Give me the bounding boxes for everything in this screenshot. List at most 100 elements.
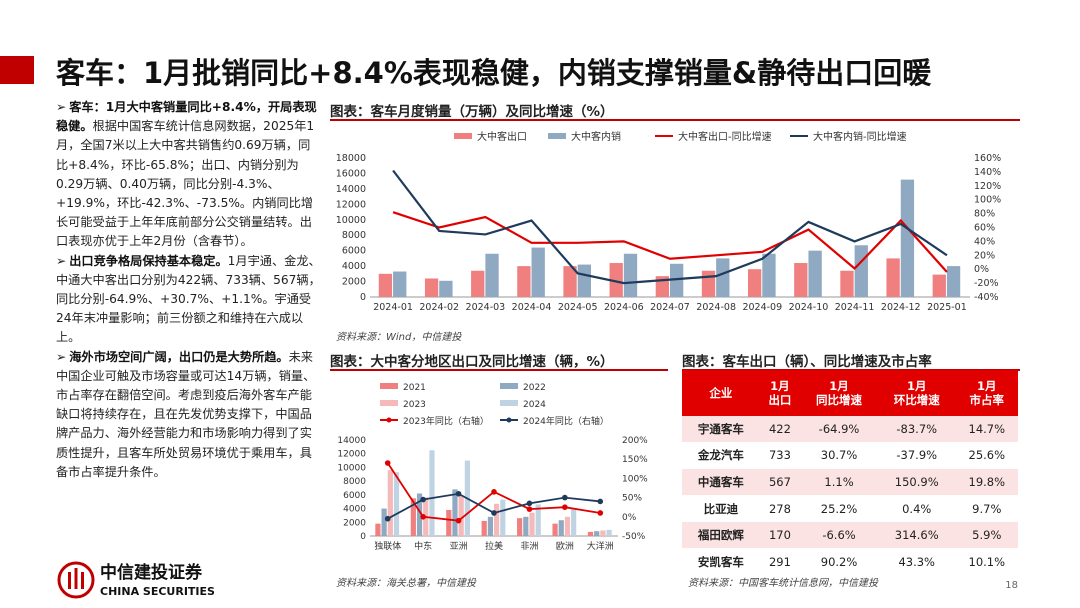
table-company-cell: 宇通客车 [682, 416, 760, 443]
y-right-tick: -20% [974, 278, 999, 289]
bar [594, 531, 600, 536]
bar [393, 472, 400, 536]
legend-label: 大中客出口 [477, 130, 527, 143]
bar [458, 495, 464, 536]
legend-marker [506, 417, 512, 423]
legend-label: 大中客内销-同比增速 [813, 130, 907, 143]
line-point [455, 490, 462, 497]
bullet-2-text: 1月宇通、金龙、中通大中客出口分别为422辆、733辆、567辆，同比分别-64… [56, 253, 321, 345]
y-left-tick: 0 [360, 532, 366, 542]
y-left-tick: 14000 [336, 184, 366, 195]
bar [529, 512, 535, 536]
y-right-tick: 140% [974, 167, 1001, 178]
bullet-2: ➢ 出口竞争格局保持基本稳定。1月宇通、金龙、中通大中客出口分别为422辆、733… [56, 252, 322, 348]
x-tick: 2024-02 [419, 302, 459, 313]
bar [485, 253, 499, 297]
table-header-cell: 1月 出口 [759, 370, 801, 416]
bar [609, 263, 623, 297]
chart2-source: 资料来源：海关总署，中信建投 [336, 578, 476, 589]
bar [606, 529, 612, 536]
x-tick: 2024-10 [789, 302, 829, 313]
table-row: 金龙汽车 733 30.7% -37.9% 25.6% [682, 442, 1018, 470]
y-right-tick: 160% [974, 153, 1001, 164]
legend-swatch [380, 400, 398, 406]
x-tick: 中东 [414, 540, 432, 552]
bullet-list: ➢ 客车：1月大中客销量同比+8.4%，开局表现稳健。根据中国客车统计信息网数据，… [56, 98, 322, 482]
table-company-cell: 比亚迪 [682, 495, 760, 523]
table-value-cell: -6.6% [800, 521, 878, 549]
bullet-3-heading: 海外市场空间广阔，出口仍是大势所趋。 [69, 349, 289, 364]
bullet-arrow-icon: ➢ [56, 100, 67, 114]
bar [600, 530, 606, 536]
bullet-1-text: 根据中国客车统计信息网数据，2025年1月，全国7米以上大中客共销售约0.69万… [56, 119, 315, 249]
table-value-cell: 567 [759, 468, 801, 496]
legend-swatch [500, 383, 518, 389]
y-left-tick: 2000 [343, 518, 366, 528]
table-value-cell: -83.7% [877, 416, 956, 443]
legend-marker [386, 417, 392, 423]
table-value-cell: 43.3% [877, 548, 956, 576]
bullet-1: ➢ 客车：1月大中客销量同比+8.4%，开局表现稳健。根据中国客车统计信息网数据，… [56, 98, 322, 252]
table-source: 资料来源：中国客车统计信息网，中信建投 [688, 578, 878, 589]
line-point [384, 460, 391, 466]
y-right-tick: 120% [974, 181, 1001, 192]
y-right-tick: -40% [974, 292, 999, 303]
table-row: 宇通客车 422 -64.9% -83.7% 14.7% [682, 416, 1018, 443]
bar [517, 518, 523, 536]
y-right-tick: 0% [974, 264, 989, 275]
bullet-1-heading: 客车：1月大中客销量同比+8.4%，开局表现稳健。 [56, 100, 317, 134]
company-logo: 中信建投证券 CHINA SECURITIES [57, 561, 215, 599]
chart1-source: 资料来源：Wind，中信建投 [336, 332, 462, 343]
y-right-tick: 50% [622, 494, 642, 504]
logo-cn-text: 中信建投证券 [100, 562, 203, 583]
legend-swatch [380, 383, 398, 389]
table-value-cell: 10.1% [955, 548, 1018, 576]
line-point [420, 496, 426, 503]
bar [446, 509, 452, 536]
legend-label: 2022 [523, 383, 546, 393]
y-left-tick: 6000 [343, 491, 366, 501]
y-left-tick: 16000 [336, 168, 366, 179]
y-right-tick: 0% [622, 513, 637, 523]
bar [535, 504, 541, 536]
table-value-cell: 422 [759, 416, 801, 443]
table-value-cell: 150.9% [877, 468, 956, 496]
series-line [392, 169, 948, 285]
table-header-cell: 1月 市占率 [955, 370, 1018, 416]
y-left-tick: 0 [360, 292, 366, 303]
bar [840, 270, 854, 297]
bar [481, 520, 487, 536]
y-right-tick: -50% [622, 532, 646, 542]
x-tick: 2024-03 [466, 302, 506, 313]
table-row: 中通客车 567 1.1% 150.9% 19.8% [682, 468, 1018, 496]
bar [424, 278, 439, 297]
bar [410, 498, 416, 536]
line-point [526, 506, 533, 512]
y-right-tick: 20% [974, 250, 995, 261]
bar [439, 280, 453, 297]
bar [487, 516, 493, 536]
legend-label: 2024 [523, 400, 546, 410]
y-left-tick: 6000 [342, 246, 366, 257]
table-value-cell: 733 [759, 442, 801, 470]
series-line [392, 211, 948, 273]
x-tick: 欧洲 [556, 540, 574, 552]
x-tick: 2024-09 [742, 302, 782, 313]
x-tick: 2024-01 [373, 302, 413, 313]
bar [748, 269, 762, 297]
logo-en-text: CHINA SECURITIES [100, 585, 215, 598]
table-header-cell: 1月 环比增速 [877, 370, 956, 416]
chart1-title: 图表：客车月度销量（万辆）及同比增速（%） [330, 104, 614, 120]
bar [946, 266, 961, 297]
chart1-monthly-sales: 大中客出口 大中客内销 大中客出口-同比增速 大中客内销-同比增速 0 2000 4000 6… [336, 130, 1001, 313]
line-point [491, 510, 497, 516]
x-tick: 独联体 [374, 540, 401, 552]
line-point [420, 514, 426, 520]
y-left-tick: 8000 [343, 477, 366, 487]
chart2-title: 图表：大中客分地区出口及同比增速（辆，%） [330, 354, 614, 370]
table-value-cell: 278 [759, 495, 801, 523]
y-left-tick: 4000 [342, 261, 366, 272]
y-left-tick: 10000 [336, 215, 366, 226]
bar [794, 263, 808, 297]
legend-swatch [500, 400, 518, 406]
